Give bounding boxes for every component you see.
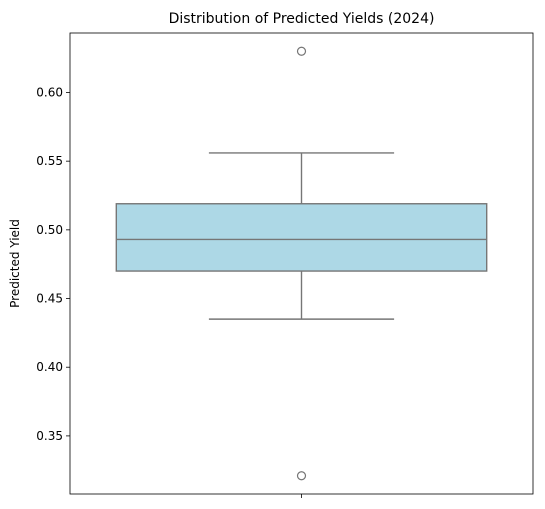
y-tick-label: 0.35 bbox=[36, 429, 63, 443]
y-tick-label: 0.60 bbox=[36, 85, 63, 99]
chart-title: Distribution of Predicted Yields (2024) bbox=[169, 11, 435, 27]
outlier-point bbox=[296, 46, 307, 56]
y-tick-label: 0.50 bbox=[36, 223, 63, 237]
y-tick-label: 0.40 bbox=[36, 360, 63, 374]
iqr-box bbox=[115, 203, 488, 272]
outlier-point bbox=[296, 471, 307, 481]
box-series bbox=[115, 46, 488, 481]
plot-frame bbox=[69, 32, 534, 495]
y-axis-ticks: 0.35 0.40 0.45 0.50 0.55 0.60 bbox=[36, 85, 70, 443]
y-tick-label: 0.45 bbox=[36, 292, 63, 306]
y-axis-label: Predicted Yield bbox=[8, 219, 22, 308]
y-tick-label: 0.55 bbox=[36, 154, 63, 168]
